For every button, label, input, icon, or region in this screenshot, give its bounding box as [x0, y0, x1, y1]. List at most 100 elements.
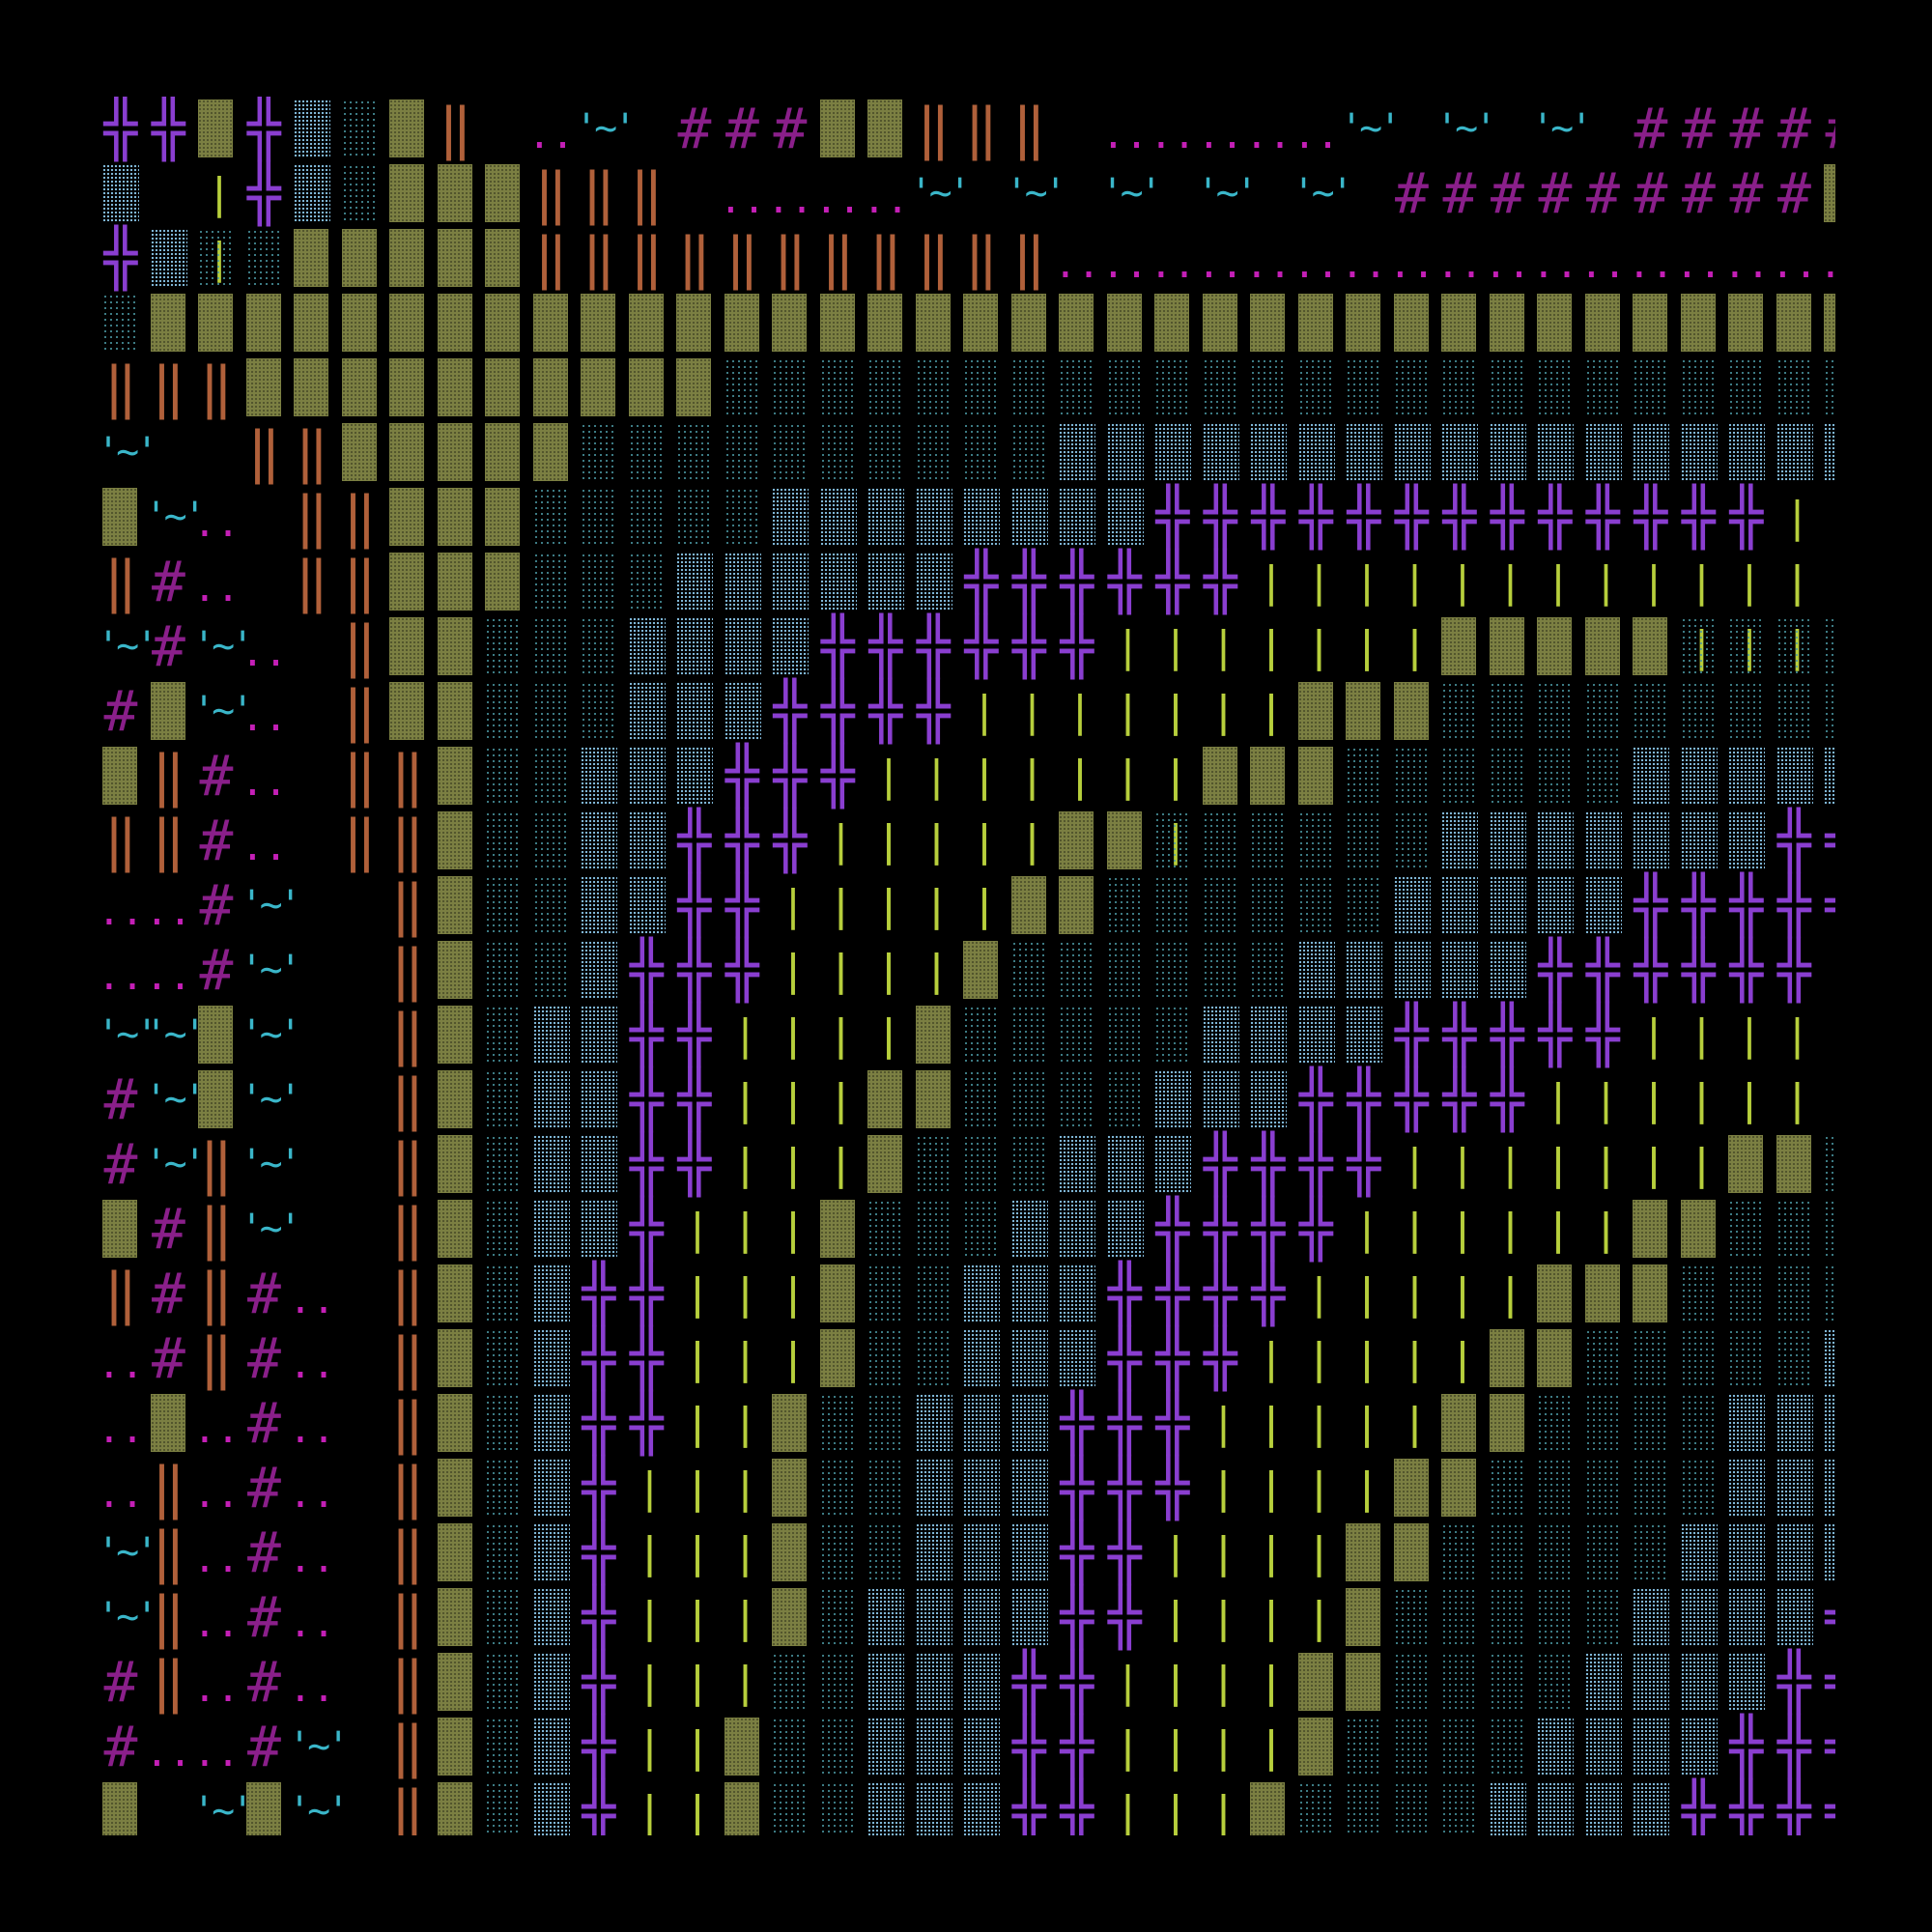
mesh-dense-tile	[1393, 941, 1431, 999]
mesh-dense-tile	[1297, 423, 1335, 481]
water-tile: '~'	[1196, 171, 1259, 215]
mesh-dense-tile	[1059, 488, 1095, 546]
mesh-sparse-tile	[1106, 358, 1144, 416]
mesh-dense-tile	[1393, 423, 1431, 481]
hash-tile: #	[103, 1649, 138, 1715]
wall-block-tile	[1059, 811, 1094, 869]
mesh-dense-tile	[1633, 1718, 1669, 1776]
wall-block-tile	[389, 488, 424, 546]
mesh-sparse-tile	[485, 747, 522, 805]
grass-tile: | |	[875, 752, 902, 866]
mesh-sparse-tile	[1776, 1329, 1813, 1387]
water-tile: '~'	[1005, 171, 1067, 215]
grass-tile: | |	[732, 1269, 758, 1383]
door-tile: ‖	[773, 225, 808, 291]
wall-block-tile	[485, 553, 520, 611]
mesh-dense-tile	[963, 1782, 1000, 1835]
hash-tile: #	[1634, 97, 1668, 161]
cross-tile: ╬	[1060, 1714, 1094, 1779]
game-viewport[interactable]: ╬╬╬‖..'~'###‖‖‖..........'~''~''~'#####|…	[97, 97, 1835, 1835]
wall-block-tile	[1297, 294, 1333, 352]
mesh-sparse-tile	[1441, 747, 1478, 805]
mesh-sparse-tile	[1776, 617, 1813, 675]
mesh-dense-tile	[1680, 1718, 1718, 1776]
grass-tile: | |	[1593, 557, 1619, 671]
mesh-sparse-tile	[1728, 1200, 1765, 1258]
mesh-sparse-tile	[1824, 358, 1835, 416]
cross-tile: ╬	[1729, 937, 1764, 1003]
mesh-dense-tile	[867, 1653, 904, 1711]
mesh-dense-tile	[915, 553, 952, 611]
mesh-sparse-tile	[1584, 682, 1622, 740]
dots-tile: ..	[145, 1731, 192, 1776]
wall-block-tile	[1297, 682, 1333, 740]
wall-block-tile	[1489, 1394, 1524, 1452]
water-tile: '~'	[97, 1530, 158, 1575]
door-tile: ‖	[390, 1002, 425, 1067]
hash-tile: #	[247, 1261, 281, 1326]
wall-block-tile	[532, 358, 568, 416]
door-tile: ‖	[917, 97, 951, 161]
grass-tile: | |	[1066, 687, 1094, 801]
mesh-sparse-tile	[1824, 617, 1835, 675]
mesh-sparse-tile	[1250, 811, 1287, 869]
grass-tile: | |	[684, 1593, 711, 1707]
mesh-dense-tile	[1010, 488, 1048, 546]
door-tile: ‖	[152, 355, 185, 420]
grass-tile: | |	[875, 946, 902, 1060]
wall-block-tile	[389, 553, 424, 611]
grass-tile: | |	[684, 1528, 711, 1642]
tile-map[interactable]: ╬╬╬‖..'~'###‖‖‖..........'~''~''~'#####|…	[97, 97, 1835, 1835]
cross-tile: ╬	[1299, 1131, 1333, 1197]
mesh-sparse-tile	[915, 1135, 952, 1193]
cross-tile: ╬	[630, 1261, 664, 1326]
mesh-sparse-tile	[963, 1200, 1000, 1258]
dots-tile: ..	[97, 890, 145, 934]
door-tile: ‖	[390, 872, 425, 938]
wall-block-tile	[1680, 294, 1716, 352]
door-tile: ‖	[390, 1778, 425, 1836]
mesh-dense-tile	[1633, 423, 1669, 481]
dots-tile: ..	[97, 954, 145, 999]
mesh-dense-tile	[628, 811, 666, 869]
wall-block-tile	[389, 229, 424, 287]
cross-tile: ╬	[917, 613, 951, 679]
mesh-sparse-tile	[581, 617, 617, 675]
cross-tile: ╬	[725, 937, 759, 1003]
grass-tile: | |	[1353, 622, 1380, 736]
cross-tile: ╬	[1777, 872, 1811, 938]
cross-tile: ╬	[630, 1390, 664, 1456]
mesh-dense-tile	[1010, 1523, 1048, 1581]
water-tile: '~'	[1435, 106, 1497, 151]
mesh-sparse-tile	[1537, 747, 1574, 805]
dots-tile: ..	[192, 501, 241, 546]
mesh-sparse-tile	[819, 358, 857, 416]
wall-block-tile	[1010, 876, 1046, 934]
mesh-dense-tile	[1584, 1782, 1622, 1835]
wall-block-tile	[1393, 682, 1429, 740]
mesh-sparse-tile	[485, 1394, 522, 1452]
grass-tile: | |	[828, 881, 854, 995]
wall-block-tile	[389, 617, 424, 675]
mesh-dense-tile	[867, 1718, 904, 1776]
cross-tile: ╬	[1060, 1455, 1094, 1520]
grass-tile: | |	[1818, 1067, 1835, 1189]
wall-block-tile	[198, 1006, 233, 1064]
mesh-dense-tile	[581, 1135, 617, 1193]
mesh-sparse-tile	[1297, 811, 1335, 869]
mesh-dense-tile	[1584, 811, 1622, 869]
wall-block-tile	[437, 229, 472, 287]
grass-tile: | |	[1210, 1463, 1236, 1577]
grass-tile: | |	[1545, 1140, 1572, 1254]
grass-tile: | |	[875, 816, 902, 930]
mesh-dense-tile	[1776, 423, 1813, 481]
cross-tile: ╬	[677, 872, 712, 938]
grass-tile: | |	[1162, 752, 1189, 866]
mesh-sparse-tile	[485, 1588, 522, 1646]
cross-tile: ╬	[630, 1066, 664, 1132]
mesh-dense-tile	[1489, 1782, 1526, 1835]
mesh-dense-tile	[1633, 1588, 1669, 1646]
mesh-sparse-tile	[819, 1653, 857, 1711]
wall-block-tile	[772, 294, 807, 352]
dots-tile: ..	[288, 1602, 336, 1646]
